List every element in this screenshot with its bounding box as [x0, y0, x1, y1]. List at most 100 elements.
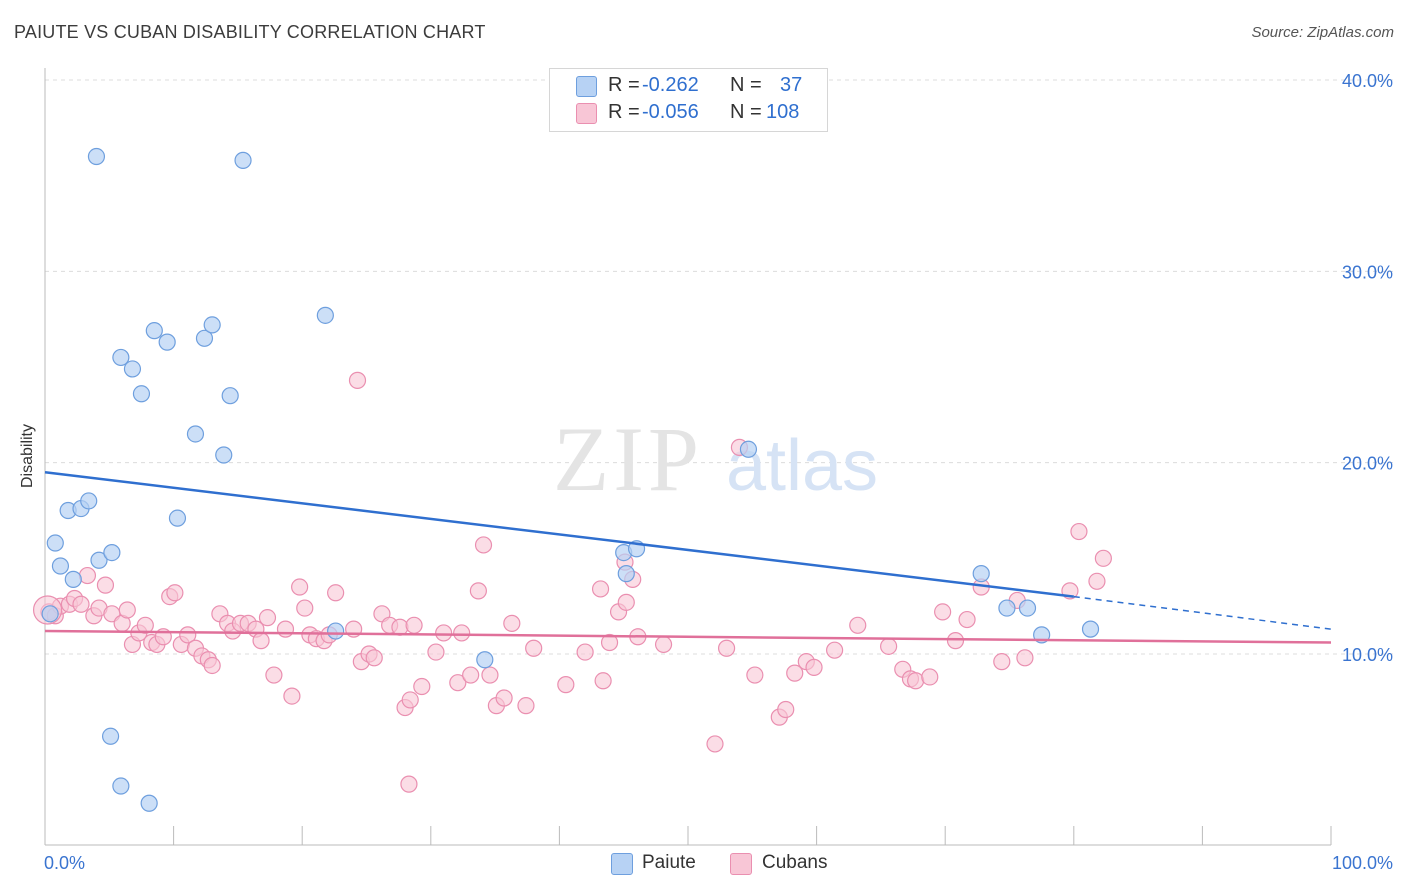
cubans-point-57	[413, 677, 431, 696]
cubans-point-15	[136, 616, 154, 634]
paiute-point-0	[41, 605, 59, 623]
bottom-legend-paiute-swatch	[611, 853, 633, 875]
paiute-point-32	[972, 565, 990, 583]
source-label: Source: ZipAtlas.com	[1251, 24, 1394, 41]
cubans-point-6	[78, 566, 97, 585]
cubans-point-97	[921, 668, 939, 686]
paiute-point-11	[123, 360, 142, 378]
cubans-point-85	[746, 666, 764, 684]
cubans-r-label: R =	[608, 101, 640, 123]
cubans-point-99	[946, 632, 965, 650]
cubans-point-44	[327, 584, 345, 602]
paiute-point-21	[234, 151, 252, 169]
cubans-point-49	[365, 649, 383, 667]
cubans-point-106	[1070, 522, 1088, 541]
paiute-r-value: -0.262	[642, 74, 699, 96]
paiute-point-12	[132, 385, 151, 403]
cubans-point-22	[179, 626, 197, 644]
paiute-swatch	[576, 76, 597, 97]
cubans-point-93	[880, 637, 898, 655]
cubans-point-39	[296, 599, 314, 617]
paiute-point-17	[195, 329, 214, 347]
cubans-point-107	[1088, 572, 1106, 590]
paiute-point-18	[203, 316, 221, 334]
paiute-point-34	[1018, 599, 1037, 617]
paiute-n-value: 37	[780, 74, 803, 96]
y-tick-label-20: 20.0%	[1342, 454, 1393, 474]
tick-labels: 10.0% 20.0% 30.0% 40.0% 0.0% 100.0%	[44, 71, 1393, 873]
y-tick-label-30: 30.0%	[1342, 262, 1393, 282]
paiute-point-30	[617, 565, 635, 583]
cubans-point-90	[805, 658, 823, 676]
stats-legend: R = -0.262 N = 37 R = -0.056 N = 108	[549, 68, 828, 132]
cubans-n-label: N =	[730, 101, 762, 123]
cubans-point-59	[435, 624, 453, 642]
x-tick-label-max: 100.0%	[1332, 853, 1393, 873]
bottom-legend-cubans: Cubans	[762, 852, 828, 873]
cubans-point-102	[993, 653, 1011, 671]
cubans-point-52	[391, 618, 409, 636]
cubans-point-88	[786, 664, 804, 682]
cubans-point-5	[72, 595, 90, 613]
paiute-point-4	[64, 570, 82, 588]
cubans-point-36	[276, 620, 295, 638]
cubans-point-9	[96, 576, 115, 594]
bottom-legend-cubans-swatch	[730, 853, 752, 875]
cubans-point-75	[600, 633, 619, 652]
paiute-point-27	[140, 794, 158, 812]
paiute-point-23	[327, 622, 345, 640]
watermark: ZIP atlas	[553, 408, 878, 510]
paiute-point-16	[186, 425, 205, 443]
paiute-point-20	[221, 387, 239, 405]
paiute-point-13	[145, 322, 163, 340]
paiute-point-24	[476, 651, 494, 669]
paiute-r-label: R =	[608, 74, 640, 96]
cubans-point-60	[449, 674, 467, 692]
cubans-point-69	[517, 697, 535, 715]
cubans-point-56	[405, 616, 423, 634]
cubans-point-63	[469, 582, 487, 600]
cubans-point-37	[283, 687, 301, 705]
x-tick-label-min: 0.0%	[44, 853, 85, 873]
cubans-point-104	[1016, 649, 1034, 667]
cubans-point-100	[958, 610, 976, 629]
cubans-point-108	[1094, 549, 1112, 567]
cubans-point-70	[525, 639, 543, 657]
cubans-point-26	[203, 656, 221, 675]
cubans-trendline	[44, 629, 1332, 644]
cubans-point-64	[474, 536, 493, 554]
cubans-point-98	[934, 603, 952, 621]
cubans-n-value: 108	[766, 101, 800, 123]
paiute-point-6	[80, 492, 98, 510]
cubans-point-83	[717, 639, 736, 657]
cubans-point-74	[594, 672, 612, 690]
paiute-point-14	[158, 333, 176, 351]
paiute-n-label: N =	[730, 74, 762, 96]
chart-title: PAIUTE VS CUBAN DISABILITY CORRELATION C…	[14, 22, 486, 42]
paiute-point-2	[51, 557, 70, 575]
cubans-point-38	[291, 578, 309, 596]
paiute-point-15	[168, 509, 187, 527]
paiute-point-19	[215, 446, 233, 464]
paiute-point-31	[739, 440, 758, 458]
cubans-point-61	[453, 624, 471, 642]
cubans-point-73	[591, 580, 610, 598]
paiute-point-22	[316, 306, 334, 324]
paiute-point-7	[87, 147, 106, 166]
paiute-point-25	[101, 727, 120, 745]
cubans-point-81	[654, 635, 673, 654]
paiute-point-8	[90, 551, 108, 569]
gridlines	[45, 79, 1393, 655]
y-tick-label-10: 10.0%	[1342, 645, 1393, 665]
cubans-point-92	[849, 616, 867, 634]
cubans-point-96	[907, 672, 925, 690]
cubans-point-91	[826, 641, 844, 659]
cubans-point-58	[427, 643, 445, 661]
cubans-point-71	[557, 676, 575, 694]
paiute-point-26	[112, 777, 130, 795]
paiute-point-9	[103, 543, 121, 562]
paiute-point-33	[998, 599, 1016, 617]
cubans-point-54	[401, 691, 419, 709]
paiute-point-36	[1081, 620, 1100, 638]
legend-row-paiute: R = -0.262 N = 37	[550, 73, 827, 99]
